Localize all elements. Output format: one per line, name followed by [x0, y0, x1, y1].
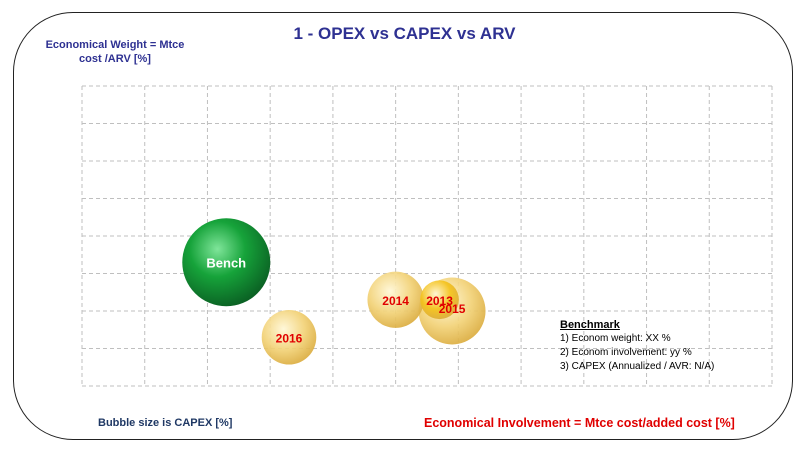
- x-axis-label: Economical Involvement = Mtce cost/added…: [424, 416, 735, 430]
- benchmark-line-3: 3) CAPEX (Annualized / AVR: N/A): [560, 361, 715, 372]
- bubble-label-2015: 2015: [439, 302, 466, 316]
- bubble-2016: [261, 309, 317, 365]
- bubble-label-2013: 2013: [426, 294, 453, 308]
- chart-title: 1 - OPEX vs CAPEX vs ARV: [293, 24, 516, 43]
- bubble-label-2016: 2016: [276, 331, 303, 345]
- y-axis-label: Economical Weight = Mtce cost /ARV [%]: [45, 39, 185, 65]
- chart-frame: [13, 12, 793, 440]
- bubble-size-note: Bubble size is CAPEX [%]: [98, 417, 233, 429]
- bubble-label-2014: 2014: [382, 294, 409, 308]
- bubble-2013: [420, 280, 459, 320]
- bubble-2014: [367, 271, 424, 328]
- benchmark-line-2: 2) Econom involvement: yy %: [560, 347, 692, 358]
- bubble-label-bench: Bench: [206, 255, 246, 270]
- benchmark-box: Benchmark 1) Econom weight: XX % 2) Econ…: [560, 318, 714, 374]
- benchmark-title: Benchmark: [560, 319, 620, 331]
- benchmark-line-1: 1) Econom weight: XX %: [560, 333, 671, 344]
- bubble-bench: [182, 218, 271, 307]
